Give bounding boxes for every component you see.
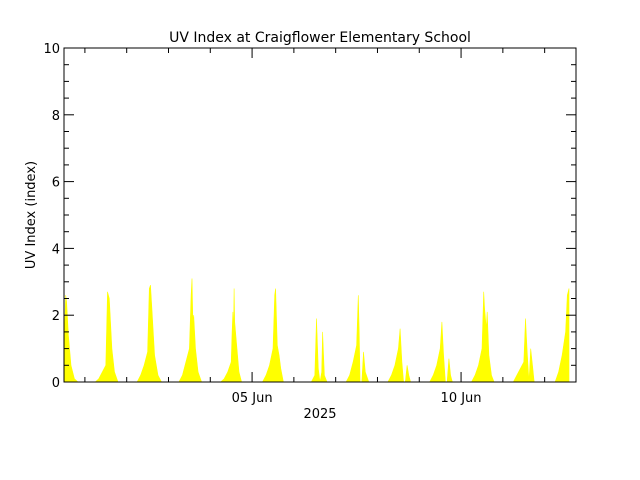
uv-day-area [429,321,453,383]
y-tick-label: 10 [43,42,60,57]
chart-title: UV Index at Craigflower Elementary Schoo… [169,30,471,46]
y-tick-label: 6 [52,176,60,191]
uv-day-area [471,291,495,383]
uv-day-area [512,318,535,383]
uv-day-area [178,278,203,383]
x-tick-labels: 05 Jun 10 Jun [232,391,482,406]
x-tick-label: 05 Jun [232,391,273,406]
y-tick-labels: 0 2 4 6 8 10 [43,42,60,391]
uv-day-area [136,285,162,383]
x-axis-label: 2025 [303,407,336,422]
uv-day-area [63,295,79,383]
y-tick-label: 8 [52,109,60,124]
uv-day-area [554,288,570,383]
y-tick-label: 0 [52,376,60,391]
uv-day-area [262,288,284,383]
y-tick-label: 2 [52,309,60,324]
uv-day-area [345,295,370,383]
x-tick-label: 10 Jun [441,391,482,406]
uv-area-series [63,278,570,383]
uv-day-area [94,291,119,383]
axis-ticks [64,47,576,383]
y-axis-label: UV Index (index) [24,161,39,269]
uv-day-area [219,288,242,383]
plot-frame [63,47,577,383]
uv-day-area [304,318,328,383]
uv-day-area [387,328,411,383]
y-tick-label: 4 [52,242,60,257]
